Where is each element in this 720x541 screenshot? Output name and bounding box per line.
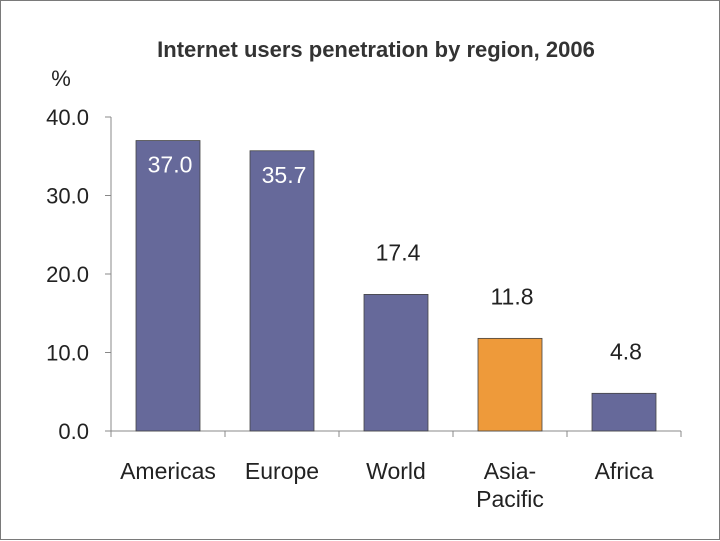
y-tick-label: 10.0 [46, 341, 89, 366]
data-label: 35.7 [262, 162, 307, 188]
x-category-label: Asia- [484, 458, 536, 484]
bar-europe [249, 150, 315, 432]
x-category-label: Africa [595, 458, 654, 484]
bar-americas [135, 140, 201, 432]
y-tick-label: 40.0 [46, 105, 89, 130]
chart-title: Internet users penetration by region, 20… [157, 37, 595, 62]
plot-area: 0.0 10.0 20.0 30.0 40.0 37.0 Americas 35.7 Europ… [46, 105, 682, 512]
y-tick-label: 0.0 [58, 419, 89, 444]
data-label: 11.8 [490, 283, 533, 309]
bar-world [363, 294, 429, 432]
x-category-label: World [366, 458, 426, 484]
y-axis-unit-label: % [51, 66, 71, 91]
bar-africa [591, 392, 657, 432]
x-category-label: Europe [245, 458, 319, 484]
data-label: 17.4 [376, 239, 421, 265]
y-tick-label: 30.0 [46, 184, 89, 209]
data-label: 4.8 [610, 338, 642, 364]
x-category-label: Americas [120, 458, 216, 484]
data-label: 37.0 [148, 152, 193, 178]
y-tick-label: 20.0 [46, 262, 89, 287]
x-category-label: Pacific [476, 486, 544, 512]
bar-asia-pacific [477, 337, 543, 432]
